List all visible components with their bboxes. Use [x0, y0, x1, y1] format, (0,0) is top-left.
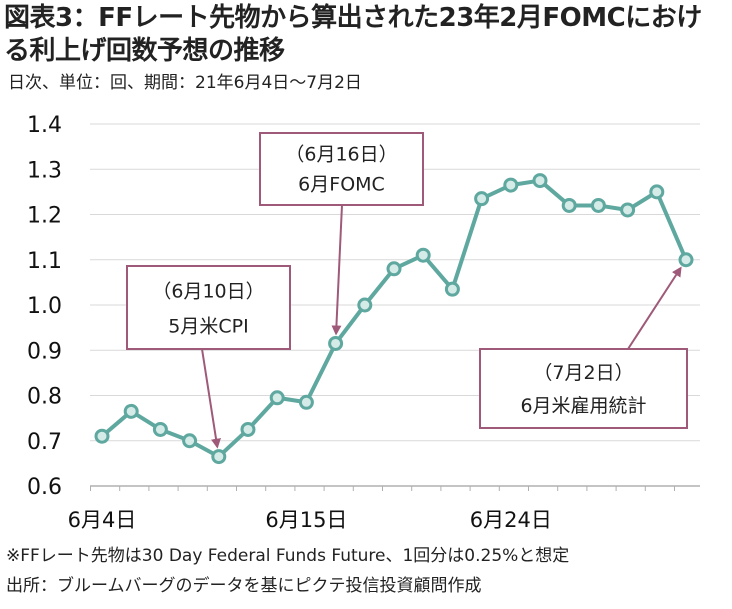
y-tick-label: 1.4 [27, 113, 62, 138]
y-tick-label: 1.2 [27, 204, 62, 229]
annotations: （6月10日） 5月米CPI （6月16日） 6月FOMC （7月2日） 6月米雇用統計 [126, 132, 688, 449]
x-tick-label: 6月15日 [265, 508, 347, 532]
annotation-box [126, 265, 291, 350]
data-point [444, 281, 460, 297]
data-point [561, 197, 577, 213]
y-tick-label: 0.6 [27, 475, 62, 500]
data-point [298, 394, 314, 410]
data-point [649, 184, 665, 200]
annotation-event: 6月米雇用統計 [520, 395, 646, 417]
data-point [678, 252, 694, 268]
chart-subtitle: 日次、単位：回、期間：21年6月4日～7月2日 [8, 73, 362, 93]
annotation-box [479, 348, 688, 429]
x-tick-label: 6月4日 [68, 508, 137, 532]
y-tick-label: 1.1 [27, 249, 62, 274]
annotation-arrow [331, 204, 343, 336]
title-line-1: 図表3：FFレート先物から算出された23年2月FOMCにおけ [4, 3, 702, 33]
grid-lines [90, 123, 700, 442]
chart-title: 図表3：FFレート先物から算出された23年2月FOMCにおけ る利上げ回数予想の… [4, 2, 728, 68]
data-point [415, 247, 431, 263]
y-axis-ticks: 0.6 0.7 0.8 0.9 1.0 1.1 1.2 1.3 1.4 [27, 113, 62, 500]
data-point [328, 335, 344, 351]
data-point [211, 449, 227, 465]
data-point [386, 261, 402, 277]
data-markers [94, 173, 694, 465]
data-point [357, 297, 373, 313]
annotation-date: （6月16日） [285, 143, 397, 165]
data-point [474, 191, 490, 207]
y-tick-label: 0.7 [27, 430, 62, 455]
data-point [532, 173, 548, 189]
data-point [240, 421, 256, 437]
source-note: 出所：ブルームバーグのデータを基にピクテ投信投資顧問作成 [6, 576, 482, 596]
annotation-box [259, 132, 424, 206]
y-tick-label: 0.9 [27, 339, 62, 364]
data-point [123, 403, 139, 419]
y-tick-label: 1.3 [27, 158, 62, 183]
annotation-arrow [627, 266, 682, 350]
annotation-date: （6月10日） [152, 281, 264, 303]
data-point [269, 390, 285, 406]
annotation-date: （7月2日） [533, 362, 633, 384]
y-tick-label: 1.0 [27, 294, 62, 319]
annotation-arrow [201, 348, 221, 449]
footnote: ※FFレート先物は30 Day Federal Funds Future、1回分… [6, 546, 570, 566]
title-line-2: る利上げ回数予想の推移 [4, 36, 285, 66]
data-point [182, 433, 198, 449]
annotation-event: 5月米CPI [168, 315, 248, 337]
x-axis: 6月4日 6月15日 6月24日 [68, 485, 700, 532]
data-point [152, 421, 168, 437]
x-tick-label: 6月24日 [470, 508, 552, 532]
annotation-event: 6月FOMC [298, 174, 385, 196]
data-point [620, 202, 636, 218]
y-tick-label: 0.8 [27, 385, 62, 410]
data-point [503, 177, 519, 193]
line-chart: 0.6 0.7 0.8 0.9 1.0 1.1 1.2 1.3 1.4 6月4日 6月15日 6月2… [27, 113, 700, 532]
data-point [590, 197, 606, 213]
data-point [94, 428, 110, 444]
